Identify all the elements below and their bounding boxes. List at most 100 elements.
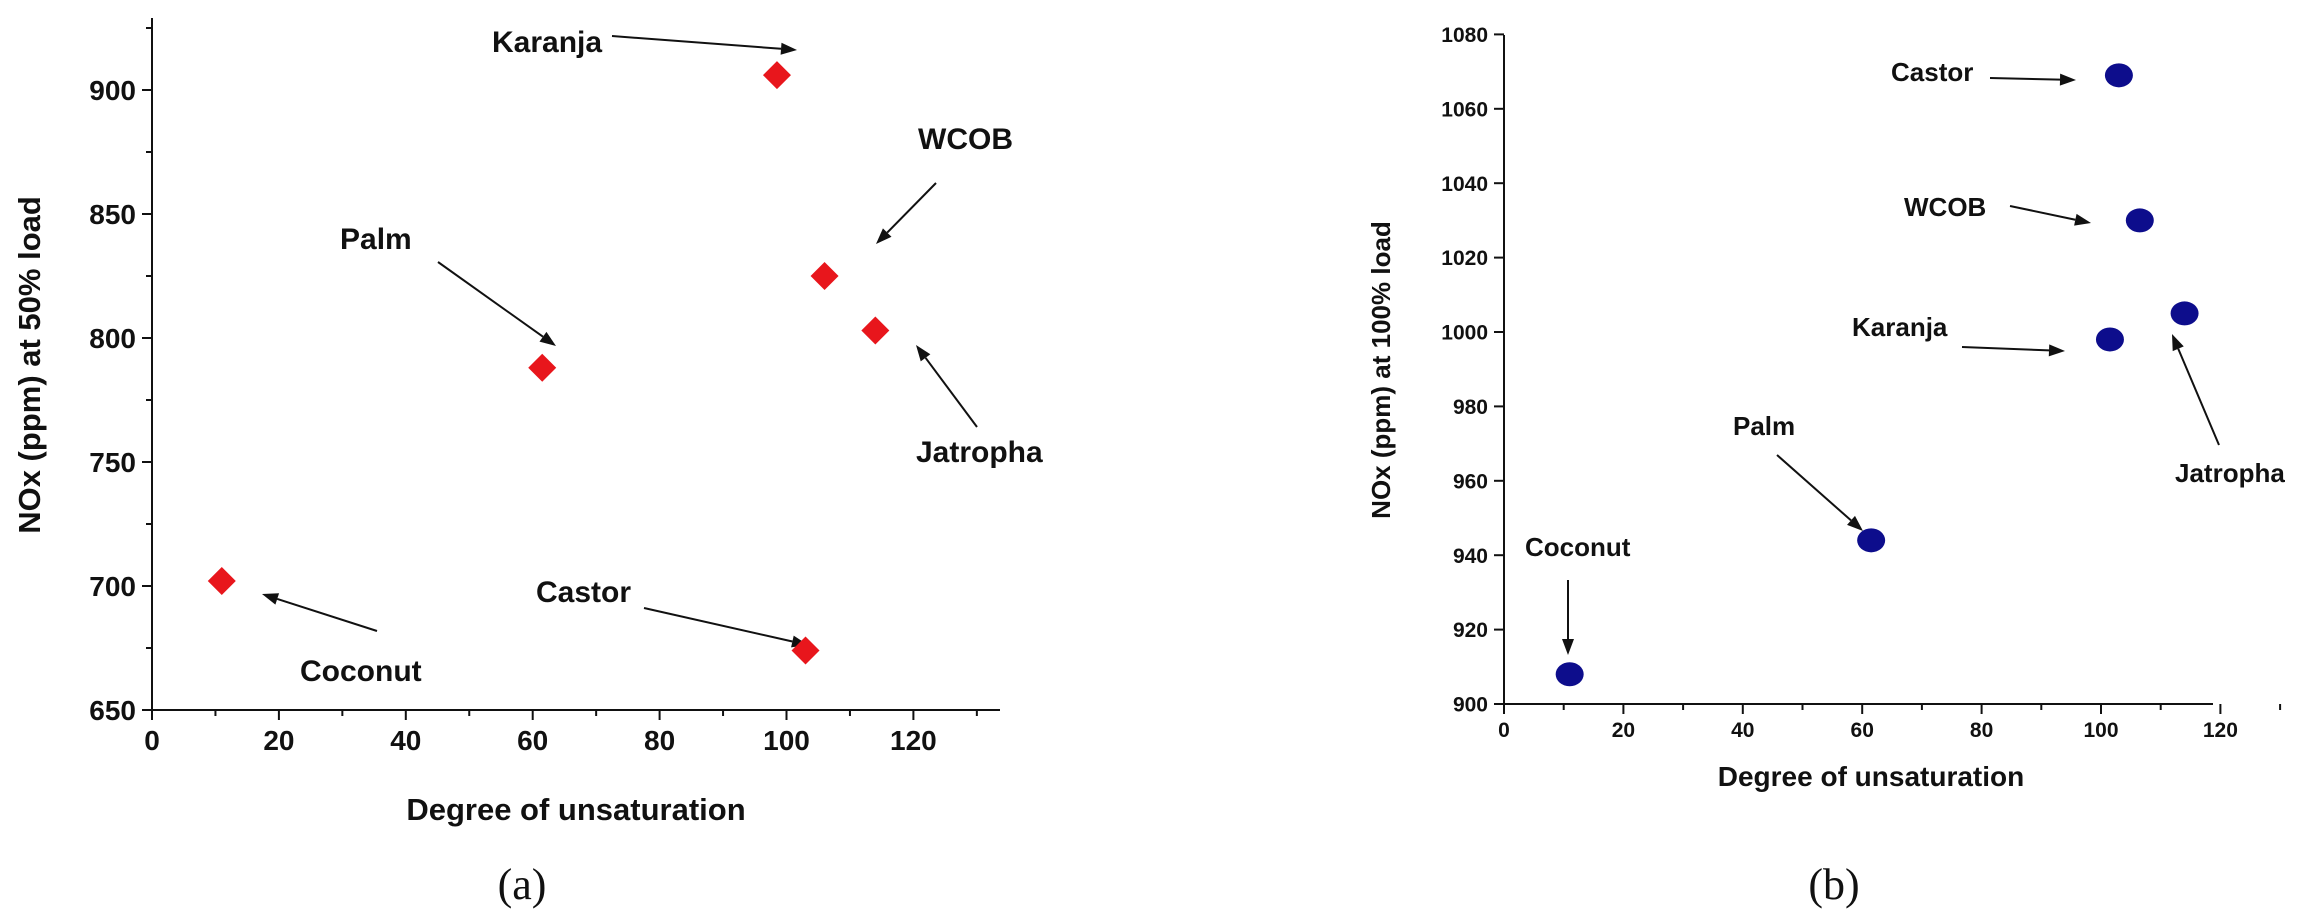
panel-b-ticks: 0 20 40 60 80 100 120 900 920 940 960 980 1000 1020 10…	[1441, 24, 2282, 742]
panel-a-x-tick-label: 40	[390, 725, 421, 756]
panel-a-x-tick-label: 20	[263, 725, 294, 756]
panel-a-y-tick-label: 800	[89, 323, 136, 354]
panel-b-y-tick-label: 1000	[1441, 322, 1488, 345]
panel-b-arrow-karanja-shaft	[1961, 346, 2050, 352]
panel-a: 0 20 40 60 80 100 120 650 700 750 800 850 900 Coconu…	[12, 18, 1043, 909]
panel-a-arrow-jatropha-shaft	[924, 357, 978, 428]
panel-b-arrow-jatropha-shaft	[2177, 348, 2220, 446]
panel-a-y-axis-title: NOx (ppm) at 50% load	[12, 196, 47, 534]
panel-b-arrow-wcob-shaft	[2009, 205, 2076, 221]
panel-a-plot-area: 0 20 40 60 80 100 120 650 700 750 800 850 900 Coconu…	[89, 18, 1043, 756]
panel-a-x-axis-title: Degree of unsaturation	[406, 792, 745, 827]
panel-a-arrow-castor	[643, 607, 808, 648]
panel-b-point-jatropha	[2170, 301, 2199, 326]
panel-b-arrow-jatropha-head	[2172, 334, 2184, 352]
panel-b-y-tick-label: 940	[1453, 545, 1488, 568]
panel-b-x-axis-title: Degree of unsaturation	[1718, 761, 2024, 792]
panel-b-points	[1555, 63, 2199, 687]
panel-b-y-tick-label: 900	[1453, 694, 1488, 717]
panel-b-label-jatropha: Jatropha	[2175, 458, 2285, 488]
panel-b-x-tick-label: 100	[2083, 719, 2118, 742]
panel-a-x-tick-label: 80	[644, 725, 675, 756]
panel-a-point-labels: Coconut Palm Karanja Castor WCOB Jatropha	[300, 26, 1043, 688]
panel-b-y-tick-label: 1080	[1441, 24, 1488, 47]
panel-a-arrow-castor-shaft	[643, 607, 793, 643]
panel-b-point-palm	[1857, 528, 1886, 553]
panel-b-arrow-palm	[1776, 454, 1863, 531]
panel-a-x-tick-label: 0	[144, 725, 160, 756]
panel-b-point-castor	[2104, 63, 2133, 88]
panel-b-x-tick-label: 60	[1851, 719, 1874, 742]
panel-b-point-coconut	[1555, 662, 1584, 687]
panel-a-x-tick-label: 120	[890, 725, 937, 756]
panel-b-x-tick-label: 0	[1498, 719, 1510, 742]
panel-a-y-tick-label: 700	[89, 571, 136, 602]
panel-a-point-jatropha	[861, 316, 890, 345]
panel-b-label-wcob: WCOB	[1904, 192, 1986, 222]
panel-b-arrows	[1562, 73, 2220, 655]
panel-a-point-wcob	[810, 262, 839, 290]
panel-a-x-tick-label: 100	[763, 725, 810, 756]
panel-b-label-palm: Palm	[1733, 411, 1795, 441]
panel-a-x-tick-label: 60	[517, 725, 548, 756]
panel-b-arrow-jatropha	[2172, 334, 2220, 446]
panel-a-arrow-palm-head	[539, 331, 556, 346]
panel-a-arrow-wcob-head	[876, 228, 892, 244]
panel-b-point-karanja	[2095, 327, 2124, 352]
panel-a-label-jatropha: Jatropha	[916, 436, 1043, 469]
panel-a-arrows	[262, 35, 978, 648]
panel-b-y-tick-label: 1020	[1441, 247, 1488, 270]
panel-b-arrow-palm-head	[1847, 515, 1863, 531]
panel-a-y-tick-label: 750	[89, 447, 136, 478]
panel-b: 0 20 40 60 80 100 120 900 920 940 960 980 1000 1020 10…	[1366, 24, 2285, 909]
panel-b-label-castor: Castor	[1891, 57, 1973, 87]
panel-b-plot-area: 0 20 40 60 80 100 120 900 920 940 960 980 1000 1020 10…	[1441, 24, 2285, 742]
panel-a-arrow-wcob-shaft	[886, 182, 937, 234]
panel-b-y-tick-label: 980	[1453, 396, 1488, 419]
panel-b-arrow-karanja-head	[2048, 344, 2065, 357]
panel-b-x-tick-label: 40	[1731, 719, 1754, 742]
panel-b-arrow-coconut	[1562, 580, 1574, 655]
panel-a-label-wcob: WCOB	[918, 123, 1013, 156]
panel-b-arrow-castor-shaft	[1989, 77, 2061, 81]
panel-b-y-tick-label: 1040	[1441, 173, 1488, 196]
panel-b-arrow-karanja	[1961, 344, 2065, 357]
panel-a-y-tick-label: 650	[89, 695, 136, 726]
panel-b-y-tick-label: 960	[1453, 470, 1488, 493]
panel-b-label-karanja: Karanja	[1852, 312, 1948, 342]
panel-b-arrow-wcob	[2009, 205, 2091, 226]
panel-b-arrow-palm-shaft	[1776, 454, 1852, 522]
panel-a-arrow-jatropha	[916, 345, 978, 428]
panel-a-arrow-palm	[437, 261, 556, 346]
panel-b-arrow-castor	[1989, 73, 2076, 86]
panel-a-arrow-coconut-shaft	[276, 597, 378, 632]
panel-a-point-karanja	[762, 61, 791, 90]
panel-a-y-tick-label: 850	[89, 199, 136, 230]
panel-a-y-tick-label: 900	[89, 75, 136, 106]
panel-a-arrow-coconut	[262, 593, 378, 632]
panel-a-arrow-wcob	[876, 182, 937, 244]
panel-b-y-tick-label: 1060	[1441, 98, 1488, 121]
panel-b-arrow-castor-head	[2059, 73, 2076, 86]
panel-a-label-coconut: Coconut	[300, 655, 422, 688]
panel-b-arrow-coconut-head	[1562, 639, 1574, 655]
panel-a-arrow-jatropha-head	[916, 345, 931, 362]
panel-b-label-coconut: Coconut	[1525, 532, 1631, 562]
panel-b-label: (b)	[1808, 860, 1859, 909]
panel-b-arrow-wcob-head	[2074, 213, 2091, 226]
panel-b-y-tick-label: 920	[1453, 619, 1488, 642]
panel-a-arrow-coconut-head	[262, 593, 280, 605]
panel-a-label-castor: Castor	[536, 576, 631, 609]
panel-a-ticks: 0 20 40 60 80 100 120 650 700 750 800 850 900	[89, 27, 978, 756]
panel-b-point-wcob	[2125, 208, 2154, 233]
panel-a-arrow-karanja	[611, 35, 797, 55]
panel-a-arrow-karanja-shaft	[611, 35, 782, 50]
panel-a-label-karanja: Karanja	[492, 26, 602, 59]
panel-b-y-axis-title: NOx (ppm) at 100% load	[1366, 221, 1396, 519]
panel-a-label: (a)	[498, 860, 547, 909]
panel-a-arrow-karanja-head	[780, 42, 797, 55]
panel-a-point-castor	[791, 636, 820, 665]
panel-b-x-tick-label: 20	[1612, 719, 1635, 742]
panel-a-points	[207, 61, 890, 665]
